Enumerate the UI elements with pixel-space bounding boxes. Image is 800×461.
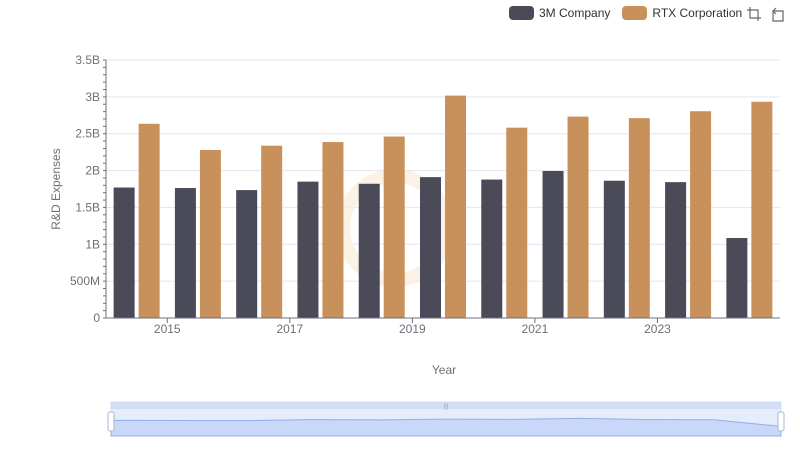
y-tick-label: 2B xyxy=(85,164,100,178)
bar-3m-2019[interactable] xyxy=(420,177,441,318)
y-axis-title: R&D Expenses xyxy=(49,148,63,229)
y-tick-label: 1.5B xyxy=(75,200,100,214)
y-tick-label: 0 xyxy=(93,311,100,325)
bar-rtx-2020[interactable] xyxy=(506,127,528,319)
slider-top-bar[interactable] xyxy=(111,402,781,409)
legend: 3M Company RTX Corporation xyxy=(509,4,754,22)
legend-label-3m: 3M Company xyxy=(539,6,611,20)
y-tick-label: 3.5B xyxy=(75,53,100,67)
x-tick-label: 2017 xyxy=(276,322,303,336)
legend-item-3m[interactable]: 3M Company xyxy=(509,6,610,20)
y-tick-label: 3B xyxy=(85,90,100,104)
bar-rtx-2018[interactable] xyxy=(383,136,405,318)
slider-handle-label: ||| xyxy=(444,404,449,410)
y-tick-label: 1B xyxy=(85,237,100,251)
bar-rtx-2021[interactable] xyxy=(567,116,589,318)
bar-3m-2023[interactable] xyxy=(665,182,687,318)
x-axis-title: Year xyxy=(432,363,456,377)
bar-rtx-2014[interactable] xyxy=(138,123,160,319)
bar-3m-2018[interactable] xyxy=(358,183,380,318)
bar-rtx-2015[interactable] xyxy=(199,150,221,318)
legend-label-rtx: RTX Corporation xyxy=(652,6,743,20)
x-tick-label: 2021 xyxy=(522,322,549,336)
bar-3m-2020[interactable] xyxy=(481,179,503,318)
x-tick-label: 2019 xyxy=(399,322,426,336)
data-zoom-slider[interactable]: ||| xyxy=(107,401,785,437)
bar-3m-2014[interactable] xyxy=(113,187,135,318)
y-tick-label: 2.5B xyxy=(75,127,100,141)
legend-swatch-3m xyxy=(509,6,534,20)
bar-3m-2022[interactable] xyxy=(603,180,625,318)
legend-swatch-rtx xyxy=(622,6,648,20)
slider-preview-area xyxy=(110,417,782,437)
restore-icon[interactable] xyxy=(770,6,786,22)
bar-rtx-2016[interactable] xyxy=(261,145,283,318)
bar-rtx-2017[interactable] xyxy=(322,142,344,318)
slider-right-handle[interactable] xyxy=(777,411,785,432)
bar-3m-2017[interactable] xyxy=(297,181,319,318)
zoom-icon[interactable] xyxy=(746,6,762,22)
y-tick-label: 500M xyxy=(70,274,100,288)
bar-rtx-2023[interactable] xyxy=(690,111,712,318)
x-tick-label: 2023 xyxy=(644,322,671,336)
bar-3m-2024[interactable] xyxy=(726,238,748,318)
legend-item-rtx[interactable]: RTX Corporation xyxy=(622,6,742,20)
bar-rtx-2019[interactable] xyxy=(445,95,466,318)
y-axis-minor-ticks xyxy=(103,59,106,319)
x-axis-tick-labels: 2015 2017 2019 2021 2023 xyxy=(154,318,671,336)
bar-3m-2021[interactable] xyxy=(542,171,564,318)
slider-left-handle[interactable] xyxy=(107,411,115,432)
y-axis-tick-labels: 0 500M 1B 1.5B 2B 2.5B 3B 3.5B xyxy=(70,53,100,325)
x-tick-label: 2015 xyxy=(154,322,181,336)
bar-3m-2015[interactable] xyxy=(174,188,196,318)
bar-rtx-2024[interactable] xyxy=(751,101,773,318)
toolbox xyxy=(746,6,786,22)
bar-3m-2016[interactable] xyxy=(236,190,258,318)
bar-rtx-2022[interactable] xyxy=(628,118,650,318)
bars-group xyxy=(113,95,773,319)
